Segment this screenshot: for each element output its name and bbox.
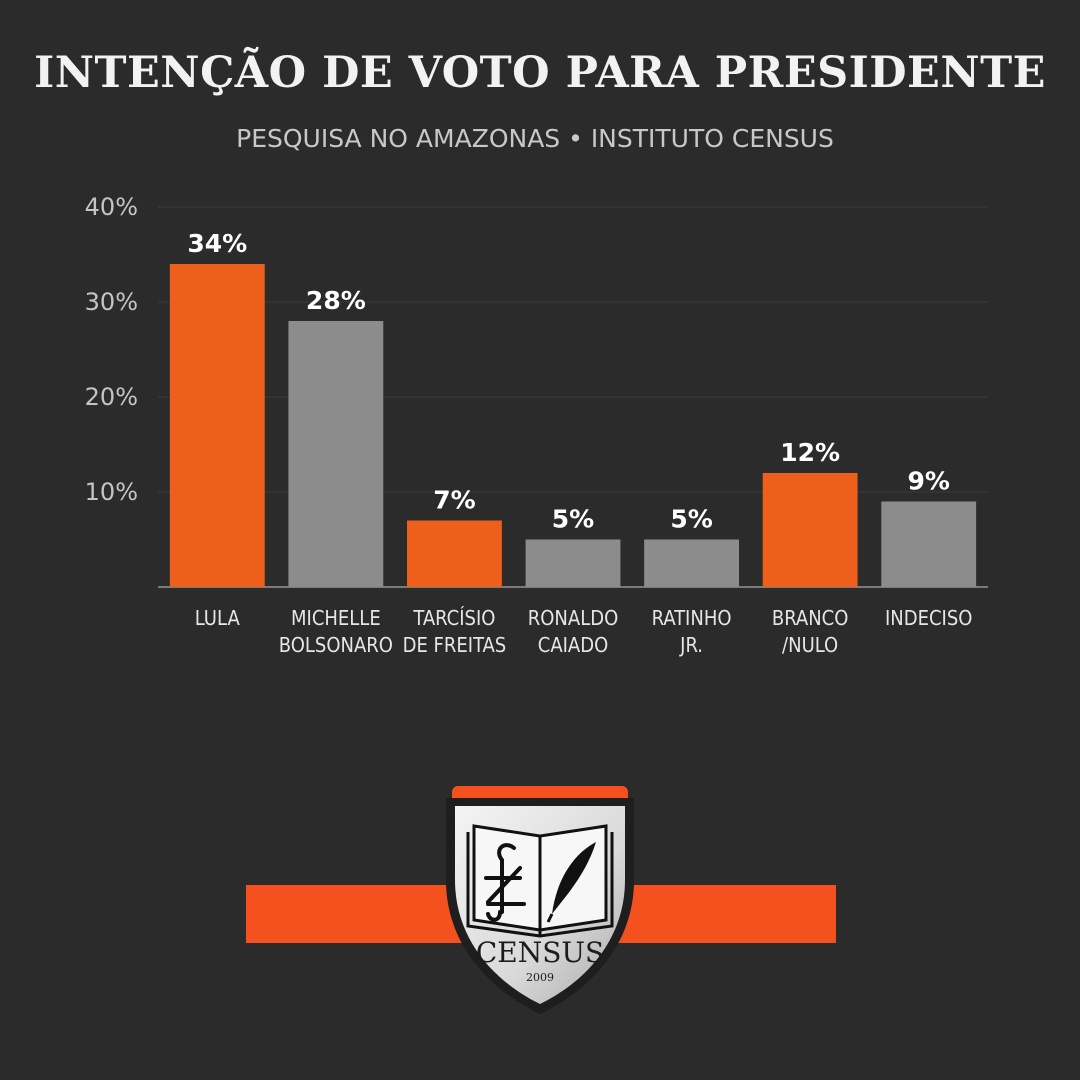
bar-chart: 10% 20% 30% 40% 34% LULA 28% MICHELLE BOLSONARO 7…: [85, 193, 988, 657]
bar: [762, 473, 858, 587]
bar: [881, 501, 977, 587]
bar: [169, 264, 265, 587]
labels-layer: 10% 20% 30% 40% 34% LULA 28% MICHELLE BOLSONARO 7…: [85, 193, 973, 657]
bar: [525, 539, 621, 587]
data-label: 28%: [306, 286, 366, 315]
bar: [288, 321, 384, 587]
data-label: 9%: [907, 467, 949, 496]
logo-orange-cap: [452, 786, 628, 808]
logo-year: 2009: [526, 971, 554, 984]
data-label: 5%: [670, 505, 712, 534]
shield-icon: [446, 798, 634, 1014]
y-tick-label: 10%: [85, 478, 138, 506]
category-label: RONALDO CAIADO: [528, 606, 618, 657]
bar: [407, 520, 502, 587]
bars-layer: [169, 264, 977, 587]
chart-title: INTENÇÃO DE VOTO PARA PRESIDENTE: [34, 48, 1046, 98]
data-label: 7%: [433, 486, 475, 515]
category-label: BRANCO/NULO: [772, 606, 849, 657]
data-label: 12%: [780, 438, 840, 467]
category-label: TARCÍSIO DE FREITAS: [403, 606, 507, 657]
logo-name: CENSUS: [476, 936, 604, 969]
data-label: 34%: [187, 229, 247, 258]
y-tick-label: 40%: [85, 193, 138, 221]
bar: [644, 539, 739, 587]
data-label: 5%: [552, 505, 594, 534]
y-tick-label: 30%: [85, 288, 138, 316]
category-label: LULA: [195, 606, 241, 630]
y-tick-label: 20%: [85, 383, 138, 411]
logo-orange-bar: [246, 885, 836, 943]
open-book-icon: [466, 824, 614, 938]
shield-inner: [455, 806, 625, 1004]
quill-icon: [546, 842, 596, 923]
category-label: RATINHO JR.: [652, 606, 732, 657]
monogram-icon: [484, 843, 526, 922]
category-label: INDECISO: [885, 606, 972, 630]
chart-subtitle: PESQUISA NO AMAZONAS • INSTITUTO CENSUS: [236, 124, 834, 153]
category-label: MICHELLE BOLSONARO: [279, 606, 393, 657]
